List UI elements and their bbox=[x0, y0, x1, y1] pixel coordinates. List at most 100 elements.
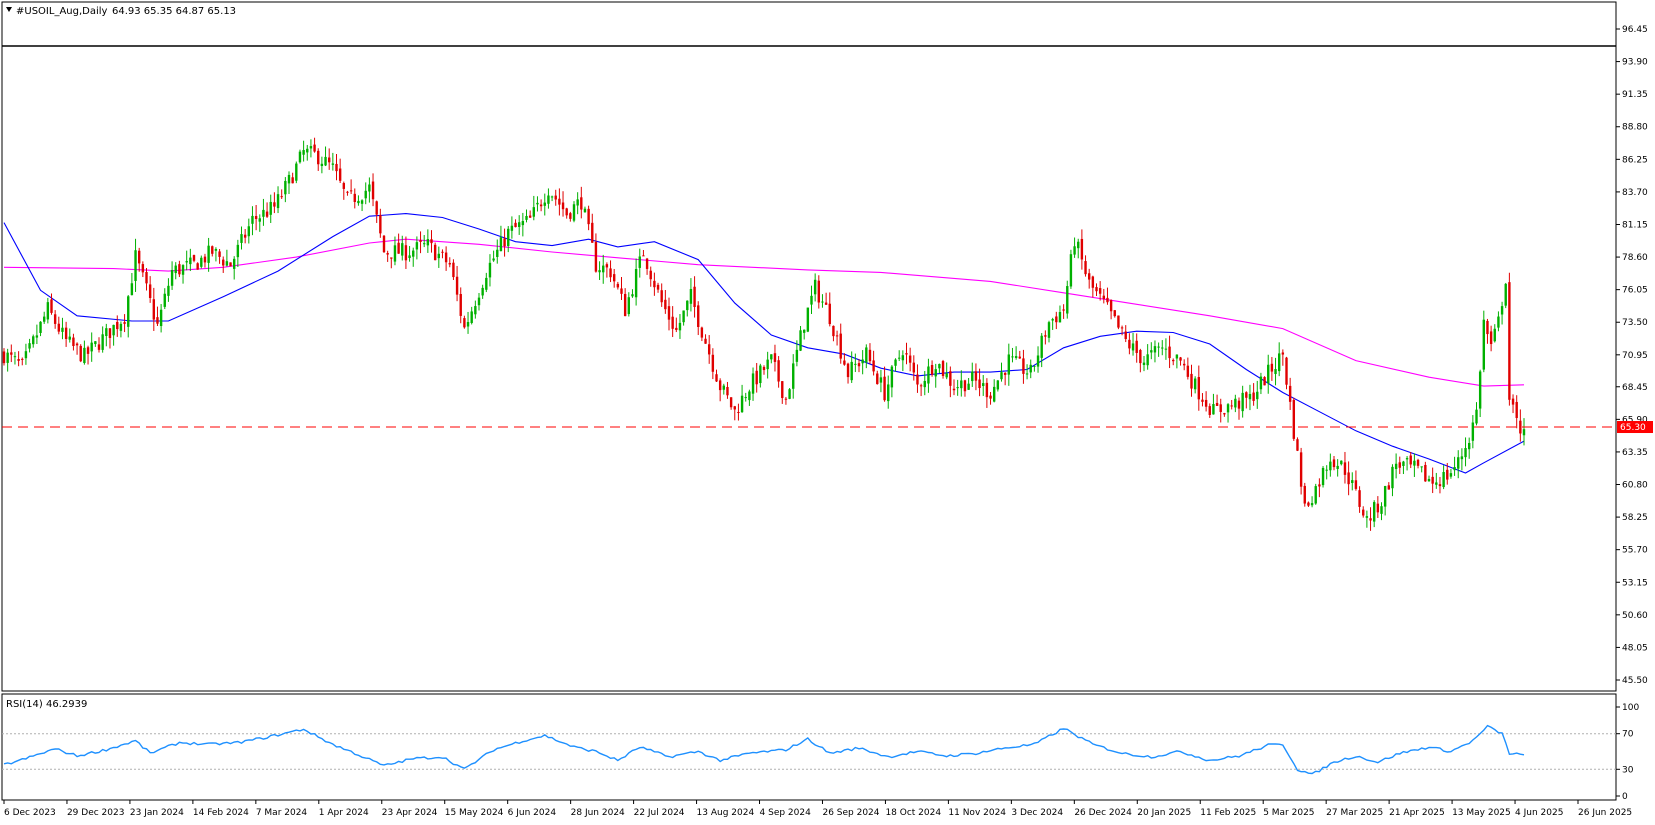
candle-body bbox=[291, 177, 294, 184]
candle-body bbox=[700, 327, 704, 338]
rsi-tick-label: 0 bbox=[1622, 792, 1628, 802]
rsi-label: RSI(14) 46.2939 bbox=[6, 699, 87, 710]
candle-body bbox=[773, 353, 777, 362]
candle-body bbox=[116, 321, 119, 330]
time-tick-label: 21 Apr 2025 bbox=[1389, 808, 1445, 818]
candle-body bbox=[265, 211, 269, 217]
candle-body bbox=[938, 363, 941, 369]
candle-body bbox=[1387, 485, 1391, 490]
candle-body bbox=[1372, 502, 1376, 522]
candle-body bbox=[678, 322, 682, 331]
rsi-tick-label: 30 bbox=[1622, 765, 1634, 775]
candle-body bbox=[729, 397, 733, 408]
candle-body bbox=[141, 264, 145, 273]
candle-body bbox=[547, 195, 550, 204]
candle-body bbox=[806, 307, 810, 332]
candle-body bbox=[1219, 404, 1222, 412]
candle-body bbox=[1460, 456, 1464, 460]
price-tick-label: 70.95 bbox=[1622, 351, 1648, 361]
candle-body bbox=[507, 228, 510, 246]
candle-body bbox=[276, 194, 280, 209]
candle-body bbox=[565, 208, 568, 216]
time-tick-label: 14 Feb 2024 bbox=[193, 808, 249, 818]
candle-body bbox=[232, 258, 236, 269]
candle-body bbox=[960, 380, 963, 389]
candle-body bbox=[1285, 357, 1288, 385]
candle-body bbox=[178, 264, 181, 275]
candle-body bbox=[1464, 448, 1467, 458]
time-tick-label: 6 Jun 2024 bbox=[508, 808, 557, 818]
candle-body bbox=[24, 351, 28, 359]
candle-body bbox=[642, 255, 645, 257]
candle-body bbox=[974, 371, 978, 381]
candle-body bbox=[397, 242, 400, 254]
candle-body bbox=[1245, 392, 1248, 398]
candle-body bbox=[273, 202, 276, 207]
candle-body bbox=[978, 379, 981, 389]
candle-body bbox=[1435, 482, 1438, 485]
candle-body bbox=[1508, 282, 1511, 400]
candle-body bbox=[357, 200, 360, 204]
candle-body bbox=[32, 336, 35, 345]
candle-body bbox=[156, 317, 159, 324]
candle-body bbox=[901, 355, 905, 361]
candle-body bbox=[280, 196, 283, 198]
candle-body bbox=[1486, 320, 1489, 335]
candle-body bbox=[1299, 452, 1303, 487]
time-tick-label: 4 Jun 2025 bbox=[1515, 808, 1563, 818]
candle-body bbox=[941, 361, 945, 376]
candle-body bbox=[1098, 288, 1102, 294]
candle-body bbox=[810, 295, 813, 305]
candle-body bbox=[1003, 372, 1007, 375]
candle-body bbox=[254, 216, 258, 219]
candle-body bbox=[309, 146, 313, 149]
candle-body bbox=[835, 335, 839, 337]
candles bbox=[2, 137, 1526, 531]
candle-body bbox=[1208, 406, 1211, 415]
candle-body bbox=[222, 259, 225, 266]
candle-body bbox=[412, 250, 415, 257]
candle-body bbox=[1175, 354, 1179, 359]
ma-slow-line bbox=[3, 238, 1525, 387]
triangle-down-icon[interactable] bbox=[6, 7, 12, 12]
candle-body bbox=[828, 303, 831, 325]
candle-body bbox=[645, 258, 649, 269]
candle-body bbox=[627, 297, 631, 315]
candle-body bbox=[496, 249, 499, 257]
rsi-axis: 100 70 30 0 bbox=[2, 703, 1639, 802]
rsi-panel[interactable]: 100 70 30 0 bbox=[1, 693, 1639, 802]
candle-body bbox=[1500, 306, 1504, 315]
candle-body bbox=[499, 237, 503, 252]
candle-body bbox=[189, 257, 192, 265]
time-tick-label: 20 Jan 2025 bbox=[1137, 808, 1191, 818]
candle-body bbox=[1164, 348, 1168, 350]
candle-body bbox=[733, 406, 736, 410]
candle-body bbox=[1398, 462, 1401, 468]
candle-body bbox=[338, 168, 342, 181]
candle-body bbox=[401, 243, 404, 256]
candle-body bbox=[306, 148, 309, 153]
candle-body bbox=[269, 201, 272, 215]
candle-body bbox=[916, 374, 919, 385]
candle-body bbox=[1347, 472, 1350, 485]
time-tick-label: 26 Sep 2024 bbox=[822, 808, 879, 818]
price-panel[interactable]: 96.45 93.90 91.35 88.80 86.25 83.70 81.15 78.60… bbox=[1, 1, 1653, 692]
candle-body bbox=[375, 201, 378, 215]
candle-body bbox=[1329, 461, 1332, 471]
candle-body bbox=[404, 245, 408, 261]
candle-body bbox=[1493, 328, 1496, 342]
time-tick-label: 22 Jul 2024 bbox=[634, 808, 685, 818]
candle-body bbox=[1172, 359, 1175, 362]
candle-body bbox=[1482, 319, 1486, 370]
price-tick-label: 91.35 bbox=[1622, 90, 1648, 100]
candle-body bbox=[576, 199, 579, 206]
candle-body bbox=[466, 322, 470, 327]
candle-body bbox=[707, 344, 711, 355]
candle-body bbox=[1449, 473, 1453, 477]
candle-body bbox=[1475, 409, 1478, 424]
candle-body bbox=[1380, 506, 1383, 514]
price-tick-label: 65.90 bbox=[1622, 415, 1648, 425]
candle-body bbox=[1453, 467, 1456, 471]
candle-body bbox=[1036, 355, 1040, 367]
